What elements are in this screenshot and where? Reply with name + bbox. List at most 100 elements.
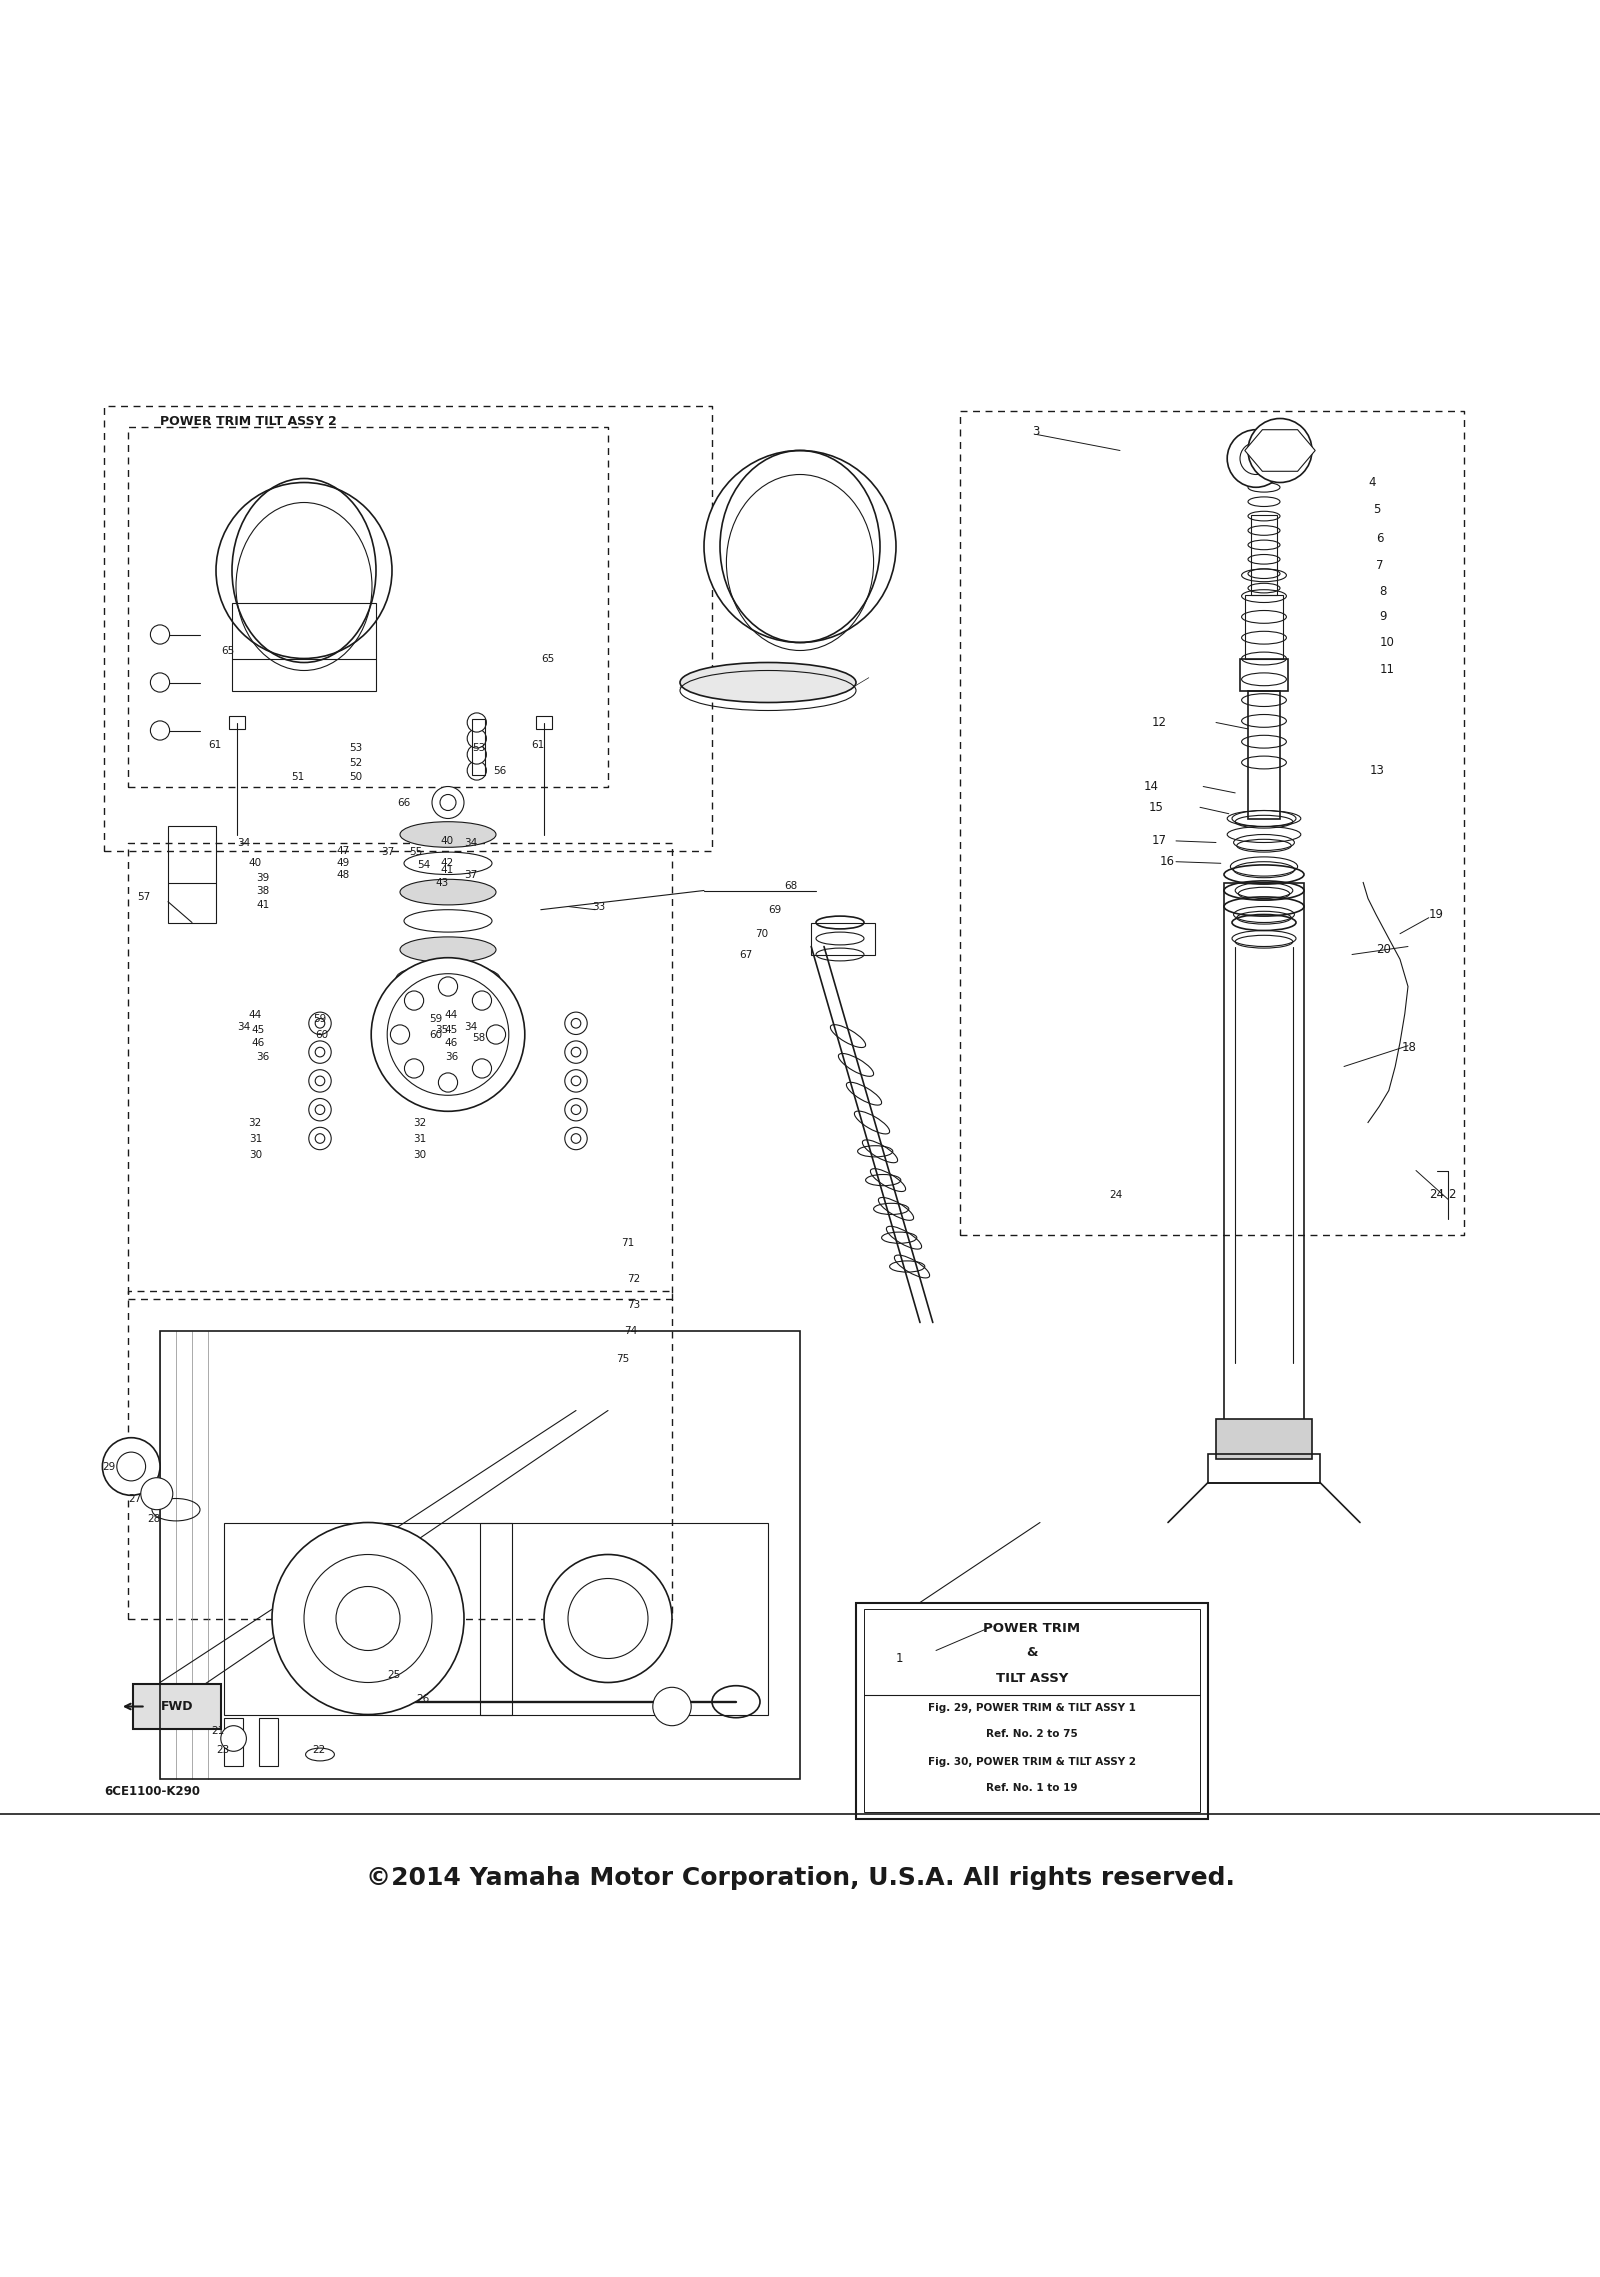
Text: 71: 71 <box>621 1236 634 1248</box>
Text: 70: 70 <box>755 929 768 938</box>
Text: 22: 22 <box>312 1744 325 1756</box>
Text: 30: 30 <box>413 1150 426 1159</box>
Bar <box>480 1523 768 1715</box>
Circle shape <box>304 1555 432 1683</box>
Bar <box>1216 1419 1312 1460</box>
Text: 31: 31 <box>250 1134 262 1143</box>
Text: 66: 66 <box>397 797 410 808</box>
Circle shape <box>1227 430 1285 487</box>
Circle shape <box>486 1025 506 1045</box>
Text: 48: 48 <box>336 870 349 879</box>
Circle shape <box>315 1134 325 1143</box>
Bar <box>224 1523 512 1715</box>
Bar <box>856 1603 1208 1819</box>
Circle shape <box>438 977 458 995</box>
Circle shape <box>390 1025 410 1045</box>
Text: 28: 28 <box>147 1514 160 1523</box>
Bar <box>1208 1453 1320 1482</box>
Circle shape <box>150 624 170 644</box>
Circle shape <box>467 745 486 765</box>
Text: 18: 18 <box>1402 1041 1416 1054</box>
Text: 15: 15 <box>1149 802 1163 813</box>
Text: 14: 14 <box>1144 781 1158 792</box>
Text: 47: 47 <box>336 845 349 856</box>
Text: 46: 46 <box>445 1038 458 1047</box>
Bar <box>232 603 376 690</box>
Circle shape <box>141 1478 173 1510</box>
Bar <box>168 827 216 922</box>
Circle shape <box>102 1437 160 1496</box>
Circle shape <box>565 1127 587 1150</box>
Circle shape <box>1240 442 1272 474</box>
Text: POWER TRIM: POWER TRIM <box>984 1621 1080 1635</box>
Text: 8: 8 <box>1379 585 1387 599</box>
Text: 61: 61 <box>208 740 221 749</box>
Text: 32: 32 <box>413 1118 426 1127</box>
Text: 10: 10 <box>1379 635 1394 649</box>
Text: 20: 20 <box>1376 943 1390 956</box>
Bar <box>1245 594 1283 658</box>
Text: 60: 60 <box>315 1029 328 1041</box>
Circle shape <box>405 990 424 1011</box>
Text: 34: 34 <box>464 1022 477 1031</box>
Text: 25: 25 <box>387 1669 400 1680</box>
Circle shape <box>653 1687 691 1726</box>
Circle shape <box>117 1453 146 1480</box>
Circle shape <box>309 1127 331 1150</box>
Text: 23: 23 <box>216 1744 229 1756</box>
Circle shape <box>544 1555 672 1683</box>
Text: 45: 45 <box>251 1025 264 1034</box>
Circle shape <box>440 795 456 811</box>
Text: Ref. No. 2 to 75: Ref. No. 2 to 75 <box>986 1728 1078 1740</box>
Circle shape <box>221 1726 246 1751</box>
Circle shape <box>315 1047 325 1057</box>
Bar <box>229 715 245 729</box>
Circle shape <box>371 959 525 1111</box>
Bar <box>1248 690 1280 817</box>
Text: 30: 30 <box>250 1150 262 1159</box>
Text: 24: 24 <box>1429 1189 1443 1200</box>
Ellipse shape <box>680 663 856 704</box>
Text: 19: 19 <box>1429 909 1443 920</box>
Circle shape <box>1264 435 1296 467</box>
Circle shape <box>309 1070 331 1093</box>
Text: 49: 49 <box>336 858 349 868</box>
Circle shape <box>309 1098 331 1120</box>
Text: 5: 5 <box>1373 503 1381 517</box>
Text: 4: 4 <box>1368 476 1376 490</box>
Text: 13: 13 <box>1370 765 1384 776</box>
Text: Fig. 29, POWER TRIM & TILT ASSY 1: Fig. 29, POWER TRIM & TILT ASSY 1 <box>928 1703 1136 1712</box>
Text: 44: 44 <box>445 1011 458 1020</box>
Circle shape <box>315 1018 325 1029</box>
Text: 56: 56 <box>493 765 506 776</box>
Text: 41: 41 <box>256 899 269 911</box>
Circle shape <box>565 1041 587 1063</box>
Text: 2: 2 <box>1448 1189 1456 1200</box>
Bar <box>133 1685 221 1728</box>
Text: Fig. 30, POWER TRIM & TILT ASSY 2: Fig. 30, POWER TRIM & TILT ASSY 2 <box>928 1758 1136 1767</box>
Text: TILT ASSY: TILT ASSY <box>995 1671 1069 1685</box>
Circle shape <box>467 729 486 749</box>
Circle shape <box>315 1104 325 1113</box>
Text: 34: 34 <box>464 838 477 847</box>
Text: 3: 3 <box>1032 426 1040 437</box>
Text: 53: 53 <box>472 742 485 754</box>
Text: 61: 61 <box>531 740 544 749</box>
Text: 17: 17 <box>1152 833 1166 847</box>
Circle shape <box>150 722 170 740</box>
Bar <box>160 1330 800 1778</box>
Text: 36: 36 <box>256 1052 269 1061</box>
Text: 67: 67 <box>739 950 752 959</box>
Circle shape <box>571 1077 581 1086</box>
Text: 26: 26 <box>416 1694 429 1703</box>
Text: 33: 33 <box>592 902 605 911</box>
Text: 24: 24 <box>1109 1189 1122 1200</box>
Circle shape <box>438 1072 458 1093</box>
Circle shape <box>571 1018 581 1029</box>
Text: 59: 59 <box>429 1013 442 1022</box>
Circle shape <box>216 483 392 658</box>
Text: 51: 51 <box>291 772 304 781</box>
Text: 34: 34 <box>237 838 250 847</box>
Circle shape <box>336 1587 400 1651</box>
Bar <box>864 1610 1200 1812</box>
